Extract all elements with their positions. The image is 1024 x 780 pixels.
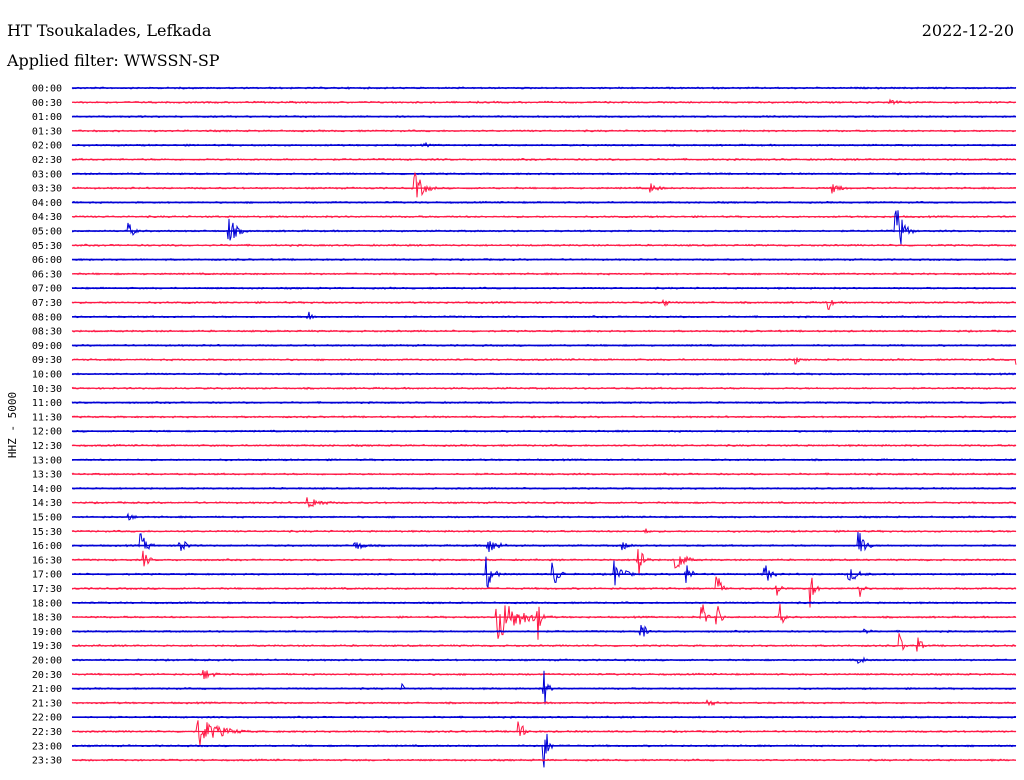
row-label: 10:30 [32, 384, 62, 395]
row-label-group: 00:00 00:30 01:00 01:30 02:00 02:30 03:00 03:30… [32, 84, 62, 767]
row-label: 11:00 [32, 398, 62, 409]
trace-1930 [71, 633, 1017, 652]
row-label: 09:30 [32, 355, 62, 366]
row-label: 23:00 [32, 741, 62, 752]
filter-label: Applied filter: WWSSN-SP [7, 51, 220, 70]
trace-0730 [71, 298, 1017, 311]
row-label: 00:30 [32, 98, 62, 109]
row-label: 14:30 [32, 498, 62, 509]
station-title: HT Tsoukalades, Lefkada [7, 21, 212, 40]
row-label: 01:30 [32, 126, 62, 137]
row-label: 04:00 [32, 198, 62, 209]
row-label: 19:00 [32, 627, 62, 638]
row-label: 00:00 [32, 84, 62, 95]
trace-2230 [71, 720, 1017, 746]
row-label: 07:30 [32, 298, 62, 309]
row-label: 23:30 [32, 756, 62, 767]
row-label: 22:00 [32, 713, 62, 724]
trace-1830 [71, 603, 1017, 640]
trace-0500 [72, 210, 1017, 245]
trace-0330 [71, 171, 1017, 198]
row-label: 18:00 [32, 598, 62, 609]
row-label: 12:00 [32, 427, 62, 438]
row-label: 16:00 [32, 541, 62, 552]
row-label: 22:30 [32, 727, 62, 738]
row-label: 02:30 [32, 155, 62, 166]
row-label: 03:30 [32, 184, 62, 195]
row-label: 02:00 [32, 141, 62, 152]
row-label: 14:00 [32, 484, 62, 495]
row-label: 04:30 [32, 212, 62, 223]
row-label: 20:30 [32, 670, 62, 681]
row-label: 07:00 [32, 284, 62, 295]
row-label: 05:00 [32, 227, 62, 238]
trace-1600 [71, 531, 1017, 553]
row-label: 17:00 [32, 570, 62, 581]
row-label: 11:30 [32, 412, 62, 423]
row-label: 05:30 [32, 241, 62, 252]
trace-1700 [72, 556, 1017, 589]
date-label: 2022-12-20 [921, 21, 1014, 40]
row-label: 18:30 [32, 613, 62, 624]
row-label: 15:30 [32, 527, 62, 538]
trace-group [71, 86, 1017, 768]
trace-0800 [72, 311, 1017, 320]
row-label: 09:00 [32, 341, 62, 352]
y-axis-label: HHZ - 5000 [6, 392, 19, 458]
row-label: 15:00 [32, 513, 62, 524]
trace-2300 [71, 733, 1017, 768]
trace-1530 [71, 528, 1017, 534]
row-label: 21:00 [32, 684, 62, 695]
row-label: 08:00 [32, 312, 62, 323]
trace-1430 [71, 497, 1017, 509]
row-label: 06:00 [32, 255, 62, 266]
row-label: 10:00 [32, 370, 62, 381]
row-label: 13:30 [32, 470, 62, 481]
trace-1630 [71, 549, 1017, 576]
row-label: 20:00 [32, 656, 62, 667]
row-label: 21:30 [32, 698, 62, 709]
row-label: 16:30 [32, 555, 62, 566]
row-label: 01:00 [32, 112, 62, 123]
row-label: 17:30 [32, 584, 62, 595]
row-label: 06:30 [32, 269, 62, 280]
row-label: 08:30 [32, 327, 62, 338]
row-label: 19:30 [32, 641, 62, 652]
trace-0930 [71, 357, 1017, 365]
row-label: 03:00 [32, 169, 62, 180]
row-label: 13:00 [32, 455, 62, 466]
row-label: 12:30 [32, 441, 62, 452]
